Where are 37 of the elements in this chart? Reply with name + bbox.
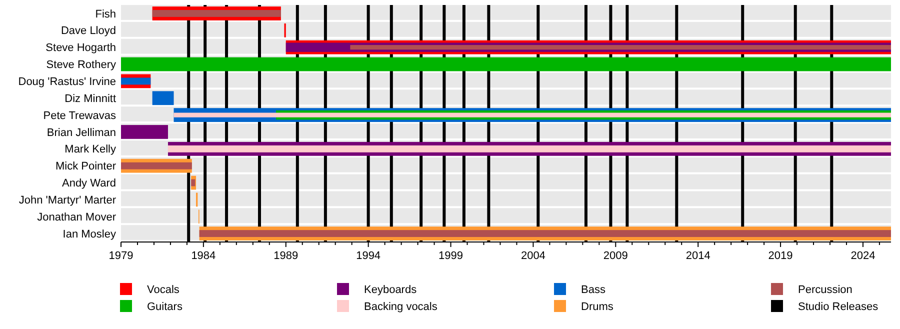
- y-tick-label: Doug 'Rastus' Irvine: [18, 76, 116, 88]
- x-tick-label: 2024: [850, 250, 876, 262]
- legend-label: Drums: [581, 300, 614, 313]
- x-tick-label: 2019: [768, 250, 793, 262]
- y-tick-label: Steve Hogarth: [46, 42, 116, 54]
- legend-label: Percussion: [798, 284, 852, 296]
- y-tick-label: Andy Ward: [62, 178, 116, 190]
- legend-label: Keyboards: [364, 284, 418, 296]
- y-tick-label: Diz Minnitt: [64, 92, 116, 105]
- y-tick-label: John 'Martyr' Marter: [18, 194, 116, 207]
- y-tick-label: Fish: [95, 8, 116, 20]
- bar: [121, 125, 168, 139]
- bar: [152, 91, 174, 106]
- x-tick-label: 1989: [274, 250, 298, 262]
- y-tick-label: Mick Pointer: [55, 160, 116, 173]
- legend-label: Backing vocals: [364, 300, 438, 313]
- x-tick-label: 1979: [108, 250, 134, 262]
- bar: [191, 179, 196, 186]
- x-tick-label: 1994: [356, 250, 381, 262]
- legend-label: Bass: [581, 284, 606, 296]
- y-tick-label: Ian Mosley: [62, 228, 116, 240]
- legend-label: Vocals: [147, 284, 180, 296]
- y-tick-label: Steve Rothery: [46, 59, 116, 72]
- bar: [152, 10, 281, 17]
- y-tick-label: Brian Jelliman: [46, 126, 116, 139]
- x-tick-label: 2004: [520, 250, 546, 262]
- legend-label: Guitars: [147, 300, 183, 313]
- y-tick-label: Dave Lloyd: [60, 25, 116, 38]
- x-tick-label: 2009: [603, 250, 628, 262]
- legend-label: Studio Releases: [798, 300, 879, 313]
- x-tick-label: 2014: [686, 250, 710, 262]
- x-tick-label: 1999: [438, 250, 464, 262]
- y-tick-label: Pete Trewavas: [43, 110, 116, 122]
- y-tick-label: Jonathan Mover: [37, 211, 116, 224]
- bar: [121, 162, 192, 170]
- y-tick-label: Mark Kelly: [64, 144, 116, 156]
- x-tick-label: 1984: [191, 250, 216, 262]
